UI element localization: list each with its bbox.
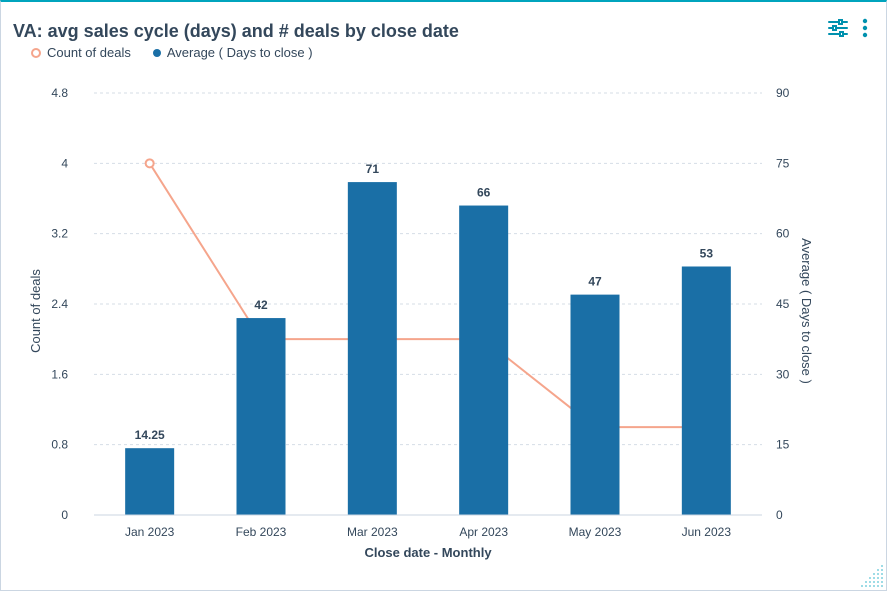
bar-data-label: 42 xyxy=(254,298,268,312)
y-right-tick-label: 0 xyxy=(776,508,783,522)
gridlines xyxy=(94,92,762,446)
legend-dot-icon xyxy=(152,48,161,57)
more-vertical-icon[interactable] xyxy=(862,18,868,43)
y-right-axis-label: Average ( Days to close ) xyxy=(799,238,814,384)
bar xyxy=(347,182,397,516)
y-right-tick-label: 60 xyxy=(776,227,790,241)
bar-data-label: 66 xyxy=(477,186,491,200)
x-tick-label: Apr 2023 xyxy=(459,525,508,539)
x-axis-label: Close date - Monthly xyxy=(364,545,492,560)
bar-data-label: 71 xyxy=(366,162,380,176)
x-tick-label: Jun 2023 xyxy=(682,525,732,539)
y-left-tick-label: 1.6 xyxy=(51,367,68,381)
bar xyxy=(125,448,175,515)
y-left-tick-label: 0.8 xyxy=(51,438,68,452)
y-left-tick-label: 4.8 xyxy=(51,86,68,100)
line-path xyxy=(148,162,707,429)
x-tick-label: Feb 2023 xyxy=(236,525,287,539)
legend-label: Average ( Days to close ) xyxy=(166,45,313,60)
x-tick-label: May 2023 xyxy=(569,525,622,539)
resize-handle-icon[interactable] xyxy=(861,565,883,587)
card-toolbar xyxy=(828,18,868,43)
data-labels: 14.25 42 71 66 47 53 xyxy=(135,162,714,442)
x-tick-label: Mar 2023 xyxy=(347,525,398,539)
line-point xyxy=(144,158,155,169)
bar xyxy=(236,318,286,515)
x-tick-label: Jan 2023 xyxy=(125,525,175,539)
chart-title: VA: avg sales cycle (days) and # deals b… xyxy=(13,21,459,41)
legend-label: Count of deals xyxy=(47,45,131,60)
line-series xyxy=(144,158,707,429)
y-right-tick-label: 45 xyxy=(776,297,790,311)
sliders-icon[interactable] xyxy=(828,19,848,42)
y-left-tick-label: 2.4 xyxy=(51,297,68,311)
y-right-tick-label: 30 xyxy=(776,367,790,381)
bar-data-label: 53 xyxy=(700,246,714,260)
legend-item-count-of-deals[interactable]: Count of deals xyxy=(31,45,131,60)
y-right-tick-label: 75 xyxy=(776,156,790,170)
legend-item-average-days[interactable]: Average ( Days to close ) xyxy=(152,45,313,60)
y-left-tick-label: 0 xyxy=(61,508,68,522)
bar-data-label: 14.25 xyxy=(135,428,165,442)
bar xyxy=(681,266,731,515)
y-left-axis-label: Count of deals xyxy=(28,269,43,353)
bar xyxy=(570,294,620,515)
legend-circle-icon xyxy=(31,47,41,58)
bar-data-label: 47 xyxy=(588,275,602,289)
axes: 0 0.8 1.6 2.4 3.2 4 4.8 0 15 30 45 60 75 90 Jan 2023 Fe… xyxy=(28,86,814,560)
bar xyxy=(459,205,509,516)
bar-series xyxy=(125,182,731,516)
y-right-tick-label: 15 xyxy=(776,438,790,452)
y-left-tick-label: 3.2 xyxy=(51,227,68,241)
y-left-tick-label: 4 xyxy=(61,156,68,170)
chart-legend: Count of deals Average ( Days to close ) xyxy=(31,45,335,60)
y-right-tick-label: 90 xyxy=(776,86,790,100)
